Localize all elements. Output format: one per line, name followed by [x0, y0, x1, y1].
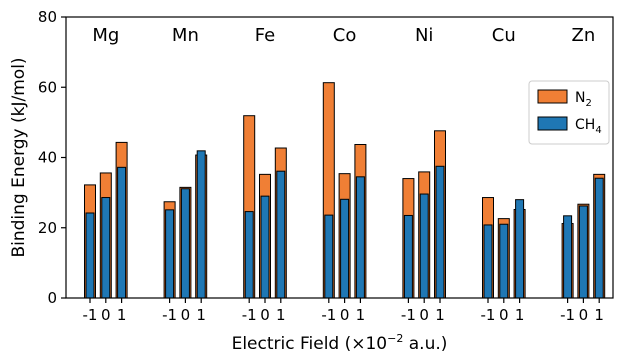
x-tick-label: -1	[83, 306, 98, 324]
bar-ch4-ni	[403, 214, 413, 299]
x-tick-label: 0	[579, 306, 589, 324]
bar-ch4-ni	[435, 165, 445, 299]
bar-ch4-fe	[276, 170, 286, 299]
x-tick-label: -1	[481, 306, 496, 324]
bar-ch4-mn	[196, 150, 206, 299]
y-tick-label: 80	[38, 8, 57, 26]
x-tick-label: 0	[340, 306, 350, 324]
metal-label-fe: Fe	[255, 25, 275, 46]
bar-ch4-ni	[419, 193, 429, 299]
metal-label-mn: Mn	[172, 25, 199, 46]
bar-ch4-mn	[180, 188, 190, 299]
x-tick-label: -1	[401, 306, 416, 324]
bar-ch4-mg	[101, 197, 111, 299]
x-tick-label: 1	[594, 306, 604, 324]
bar-ch4-mg	[117, 166, 127, 299]
bar-ch4-mg	[85, 212, 95, 299]
bar-ch4-zn	[563, 215, 573, 299]
bar-ch4-zn	[578, 205, 588, 299]
legend-swatch-ch4	[537, 116, 568, 131]
x-tick-label: 1	[276, 306, 286, 324]
x-tick-label: -1	[162, 306, 177, 324]
bar-ch4-cu	[499, 223, 509, 299]
x-tick-label: 0	[419, 306, 429, 324]
metal-labels: Mg Mn Fe Co Ni Cu Zn	[92, 25, 595, 46]
bar-ch4-mn	[165, 209, 175, 299]
x-tick-label: 0	[260, 306, 270, 324]
bar-ch4-fe	[260, 195, 270, 299]
x-tick-label: 1	[117, 306, 127, 324]
x-tick-label: 0	[101, 306, 111, 324]
x-tick-label: -1	[560, 306, 575, 324]
metal-label-mg: Mg	[92, 25, 119, 46]
legend-label-ch4: CH4	[575, 117, 602, 136]
x-axis-title-unit: a.u.)	[403, 334, 447, 354]
bars-layer	[84, 82, 606, 299]
legend-swatch-n2	[537, 89, 568, 104]
x-tick-label: 1	[515, 306, 525, 324]
bar-ch4-cu	[483, 224, 493, 299]
bar-ch4-zn	[594, 177, 604, 299]
x-axis: -1 0 1 -1 0 1 -1 0 1 -1 0 1 -1 0 1 -1 0 1 -1 0 1	[83, 298, 604, 324]
legend-label-n2: N2	[575, 90, 592, 109]
bar-ch4-co	[355, 176, 365, 299]
x-tick-label: -1	[321, 306, 336, 324]
bar-ch4-cu	[515, 199, 525, 299]
x-tick-label: 0	[499, 306, 509, 324]
x-tick-label: 1	[196, 306, 206, 324]
x-axis-title-main: Electric Field (×10	[232, 334, 388, 354]
y-axis: 0 20 40 60 80	[38, 8, 66, 307]
y-tick-label: 20	[38, 219, 57, 237]
y-tick-label: 60	[38, 78, 57, 96]
x-tick-label: 0	[181, 306, 191, 324]
y-axis-title: Binding Energy (kJ/mol)	[9, 57, 29, 257]
x-tick-label: -1	[242, 306, 257, 324]
metal-label-zn: Zn	[572, 25, 596, 46]
y-tick-label: 0	[47, 289, 57, 307]
metal-label-ni: Ni	[415, 25, 433, 46]
y-tick-label: 40	[38, 149, 57, 167]
bar-ch4-co	[324, 214, 334, 299]
bar-ch4-fe	[244, 211, 254, 299]
bar-ch4-co	[340, 198, 350, 299]
metal-label-cu: Cu	[492, 25, 516, 46]
x-tick-label: 1	[356, 306, 366, 324]
x-tick-label: 1	[435, 306, 445, 324]
x-axis-title: Electric Field (×10−2 a.u.)	[232, 332, 448, 354]
x-axis-title-exponent: −2	[387, 332, 403, 345]
metal-label-co: Co	[333, 25, 357, 46]
